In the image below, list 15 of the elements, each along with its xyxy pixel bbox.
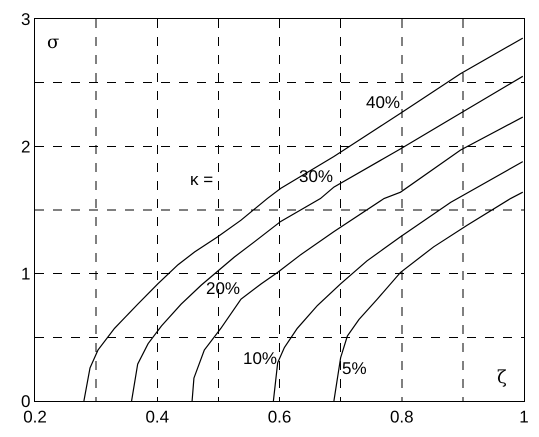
series-label: 40%: [366, 93, 400, 112]
x-axis-title: ζ: [497, 367, 507, 388]
y-axis-title: σ: [47, 32, 60, 53]
series-label: 20%: [206, 279, 240, 298]
series-label: 30%: [299, 167, 334, 186]
x-tick-label: 0.8: [390, 408, 414, 426]
y-tick-label: 2: [21, 137, 30, 156]
y-tick-label: 1: [21, 264, 30, 284]
series-label: 10%: [243, 349, 278, 368]
y-tick-label: 3: [21, 10, 30, 29]
series-label: 5%: [342, 359, 367, 378]
x-tick-label: 0.6: [268, 408, 292, 426]
annotation: κ =: [190, 170, 214, 189]
x-tick-label: 1: [519, 408, 529, 426]
x-tick-label: 0.4: [145, 408, 170, 426]
